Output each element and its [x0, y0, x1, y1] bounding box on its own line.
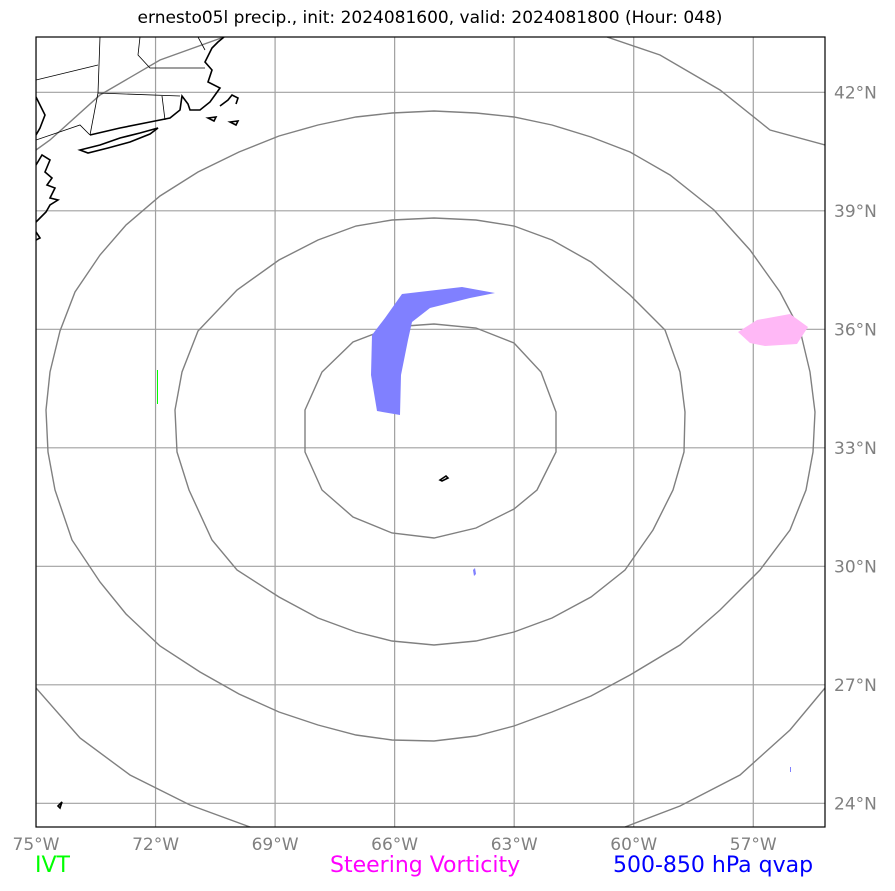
lon-tick-label: 69°W [252, 835, 299, 855]
lat-tick-label: 33°N [834, 439, 877, 459]
map-background [36, 37, 825, 827]
marthas-vineyard [205, 116, 218, 123]
range-ring-7 [624, 687, 825, 827]
qvap-region [371, 287, 495, 415]
state-border-5 [36, 64, 99, 81]
lat-tick-label: 39°N [834, 202, 877, 222]
range-ring-6 [36, 687, 251, 827]
gridlines [36, 37, 825, 827]
state-borders [36, 37, 206, 141]
legend-ivt: IVT [35, 853, 70, 878]
lat-tick-label: 27°N [834, 676, 877, 696]
map-title: ernesto05l precip., init: 2024081600, va… [137, 8, 723, 28]
legend-steering-vorticity: Steering Vorticity [330, 853, 521, 878]
lat-tick-label: 30°N [834, 557, 877, 577]
lon-tick-label: 63°W [491, 835, 538, 855]
range-ring-5 [606, 37, 825, 146]
map-frame [35, 36, 826, 828]
vorticity-region [738, 314, 808, 346]
legend-qvap: 500-850 hPa qvap [613, 853, 814, 878]
us-northeast-coast [36, 96, 61, 241]
new-england-coast [89, 37, 225, 136]
lat-tick-label: 36°N [834, 320, 877, 340]
qvap-small-patch [473, 568, 476, 576]
range-ring-2 [174, 217, 686, 646]
state-border-7 [36, 124, 91, 141]
state-border-2 [89, 92, 99, 136]
lat-tick-label: 42°N [834, 83, 877, 103]
lat-tick-label: 24°N [834, 794, 877, 814]
long-island [77, 127, 159, 154]
nantucket [227, 120, 240, 127]
longitude-tick-labels: 75°W 72°W 69°W 66°W 63°W 60°W 57°W [13, 835, 777, 855]
lon-tick-label: 72°W [132, 835, 179, 855]
latitude-tick-labels: 42°N 39°N 36°N 33°N 30°N 27°N 24°N [834, 83, 877, 814]
cape-cod [219, 93, 239, 107]
bermuda [438, 474, 450, 482]
coastline [36, 37, 450, 810]
range-ring-3 [45, 110, 816, 742]
state-border-3 [137, 37, 205, 69]
lon-tick-label: 60°W [610, 835, 657, 855]
range-ring-4 [36, 37, 225, 151]
lon-tick-label: 66°W [371, 835, 418, 855]
ivt-region [157, 370, 158, 404]
state-border-6 [161, 95, 166, 121]
qvap-tiny-patch [790, 767, 791, 772]
island-sw [56, 801, 63, 810]
lon-tick-label: 75°W [13, 835, 60, 855]
state-border-4 [197, 37, 206, 51]
lon-tick-label: 57°W [730, 835, 777, 855]
